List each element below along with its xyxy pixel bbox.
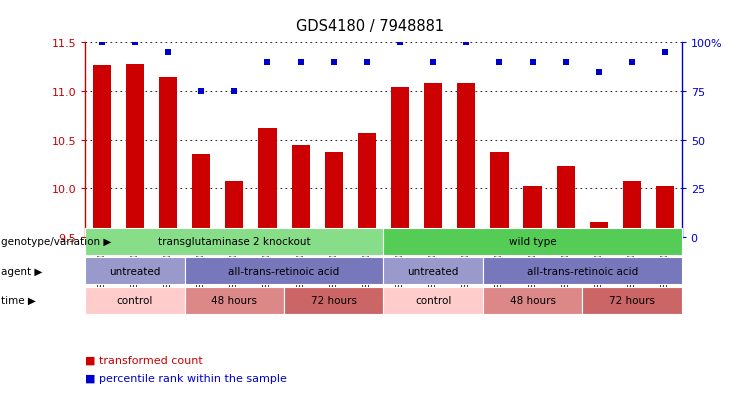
Bar	[590, 223, 608, 237]
Text: GDS4180 / 7948881: GDS4180 / 7948881	[296, 19, 445, 33]
Text: wild type: wild type	[509, 237, 556, 247]
Bar	[259, 129, 276, 237]
Point	[460, 40, 472, 47]
Point	[295, 59, 307, 66]
Bar	[491, 153, 508, 237]
Text: 72 hours: 72 hours	[310, 295, 356, 306]
Bar	[291, 145, 310, 237]
Point	[328, 59, 339, 66]
Bar	[656, 187, 674, 237]
Text: 48 hours: 48 hours	[510, 295, 556, 306]
Text: agent ▶: agent ▶	[1, 266, 42, 276]
Text: all-trans-retinoic acid: all-trans-retinoic acid	[228, 266, 339, 276]
Text: 48 hours: 48 hours	[211, 295, 257, 306]
Bar	[457, 84, 476, 237]
Text: untreated: untreated	[408, 266, 459, 276]
Point	[262, 59, 273, 66]
Text: transglutaminase 2 knockout: transglutaminase 2 knockout	[158, 237, 310, 247]
Point	[394, 40, 406, 47]
Text: 72 hours: 72 hours	[609, 295, 655, 306]
Text: all-trans-retinoic acid: all-trans-retinoic acid	[527, 266, 638, 276]
Bar	[556, 166, 575, 237]
Text: untreated: untreated	[109, 266, 161, 276]
Bar	[159, 77, 177, 237]
Text: genotype/variation ▶: genotype/variation ▶	[1, 237, 111, 247]
Bar	[391, 88, 409, 237]
Point	[659, 50, 671, 56]
Point	[96, 40, 107, 47]
Point	[228, 88, 240, 95]
Bar	[93, 66, 111, 237]
Bar	[424, 84, 442, 237]
Point	[593, 69, 605, 76]
Point	[494, 59, 505, 66]
Text: time ▶: time ▶	[1, 295, 36, 306]
Point	[196, 88, 207, 95]
Text: control: control	[117, 295, 153, 306]
Bar	[325, 153, 343, 237]
Point	[361, 59, 373, 66]
Point	[129, 40, 141, 47]
Bar	[126, 65, 144, 237]
Bar	[192, 155, 210, 237]
Bar	[225, 181, 244, 237]
Point	[428, 59, 439, 66]
Bar	[358, 134, 376, 237]
Point	[527, 59, 539, 66]
Point	[626, 59, 638, 66]
Point	[559, 59, 571, 66]
Bar	[523, 187, 542, 237]
Text: ■ transformed count: ■ transformed count	[85, 354, 203, 364]
Text: control: control	[415, 295, 451, 306]
Bar	[623, 181, 641, 237]
Text: ■ percentile rank within the sample: ■ percentile rank within the sample	[85, 373, 287, 383]
Point	[162, 50, 174, 56]
